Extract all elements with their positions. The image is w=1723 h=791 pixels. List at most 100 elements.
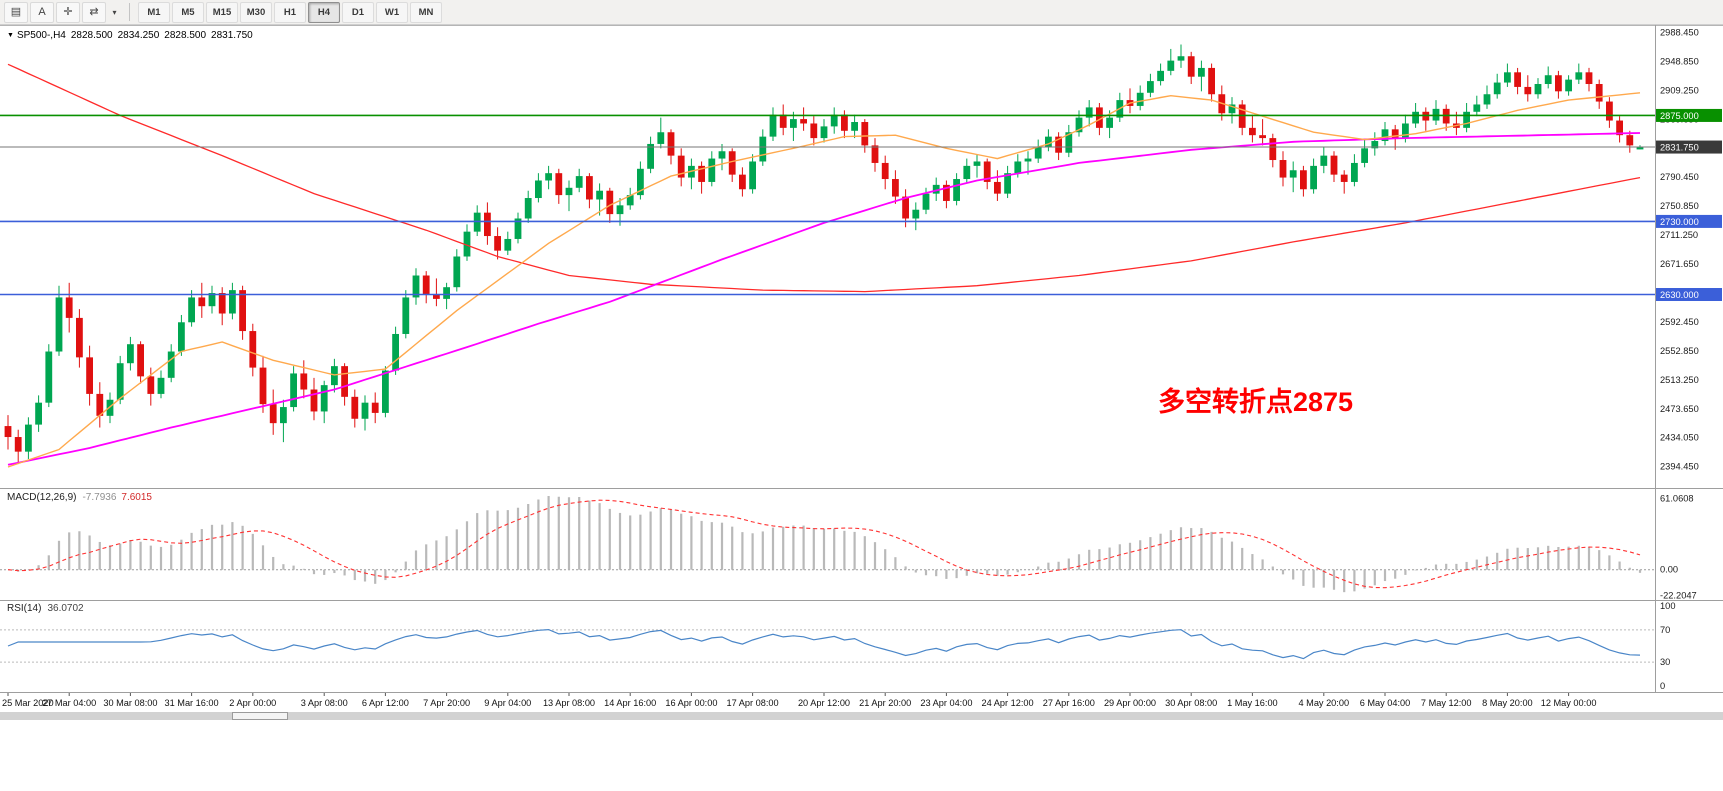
cycle-symbols-icon[interactable]: ⇄ xyxy=(82,1,106,23)
candle-body xyxy=(1269,138,1277,161)
candle-body xyxy=(45,351,53,403)
candle-body xyxy=(606,190,614,215)
candle-body xyxy=(55,297,63,352)
candle-body xyxy=(1228,104,1236,114)
price-tick-label: 2513.250 xyxy=(1660,375,1699,385)
price-tick-label: 2671.650 xyxy=(1660,259,1699,269)
level-price-text: 2630.000 xyxy=(1660,290,1699,300)
candle-body xyxy=(871,145,879,163)
candle-body xyxy=(1198,67,1205,77)
time-label: 12 May 00:00 xyxy=(1541,698,1597,708)
horizontal-scrollbar[interactable] xyxy=(0,712,1723,720)
timeframe-m15[interactable]: M15 xyxy=(206,1,238,23)
candle-body xyxy=(759,136,767,162)
candle-body xyxy=(983,161,991,182)
candle-body xyxy=(269,404,277,424)
time-label: 16 Apr 00:00 xyxy=(665,698,717,708)
candle-body xyxy=(484,212,491,237)
candle-body xyxy=(453,256,461,288)
current-price-text: 2831.750 xyxy=(1660,143,1699,153)
candle-body xyxy=(1524,86,1532,95)
candle-body xyxy=(14,437,22,452)
candle-body xyxy=(208,293,216,307)
candle-body xyxy=(769,114,777,137)
candle-body xyxy=(800,119,807,124)
candle-body xyxy=(1300,170,1307,190)
time-label: 8 May 20:00 xyxy=(1482,698,1533,708)
time-label: 24 Apr 12:00 xyxy=(982,698,1034,708)
candle-body xyxy=(1381,129,1389,142)
candle-body xyxy=(1249,127,1256,136)
candle-body xyxy=(912,209,920,219)
timeframe-mn[interactable]: MN xyxy=(410,1,442,23)
candle-body xyxy=(494,236,501,251)
candle-body xyxy=(1320,155,1328,166)
candle-body xyxy=(1483,94,1491,105)
candle-body xyxy=(25,424,32,452)
candle-body xyxy=(1412,111,1419,124)
ma-fast-line xyxy=(7,92,1641,468)
price-tick-label: 2790.450 xyxy=(1660,172,1699,182)
toolbar: ▤ A ✛ ⇄ ▾ M1 M5 M15 M30 H1 H4 D1 W1 MN xyxy=(0,0,1723,25)
time-label: 21 Apr 20:00 xyxy=(859,698,911,708)
price-tick-label: 2711.250 xyxy=(1660,230,1698,240)
timeframe-w1[interactable]: W1 xyxy=(376,1,408,23)
timeframe-m1[interactable]: M1 xyxy=(138,1,170,23)
candle-body xyxy=(1024,158,1032,162)
candle-body xyxy=(106,399,114,416)
candle-body xyxy=(147,376,155,394)
candle-body xyxy=(1034,146,1042,159)
candle-body xyxy=(127,344,134,364)
time-label: 13 Apr 08:00 xyxy=(543,698,595,708)
time-label: 7 May 12:00 xyxy=(1421,698,1472,708)
candle-body xyxy=(280,407,287,424)
price-tick-label: 2750.850 xyxy=(1660,201,1699,211)
text-tool-icon[interactable]: A xyxy=(30,1,54,23)
candle-body xyxy=(963,165,971,180)
candle-body xyxy=(1351,162,1358,182)
time-label: 6 Apr 12:00 xyxy=(362,698,409,708)
candle-body xyxy=(1534,84,1542,95)
chart-canvas[interactable]: 2988.4502948.8502909.2502869.6502830.050… xyxy=(0,25,1723,791)
timeframe-m5[interactable]: M5 xyxy=(172,1,204,23)
candle-body xyxy=(555,173,563,196)
candle-body xyxy=(892,179,899,197)
candle-body xyxy=(1065,132,1073,153)
candle-body xyxy=(1575,72,1583,80)
candle-body xyxy=(371,402,379,413)
timeframe-m30[interactable]: M30 xyxy=(240,1,272,23)
candle-body xyxy=(524,198,532,219)
timeframe-h1[interactable]: H1 xyxy=(274,1,306,23)
candle-body xyxy=(1096,107,1103,128)
level-price-label xyxy=(1656,108,1722,122)
candle-body xyxy=(790,119,797,128)
time-label: 9 Apr 04:00 xyxy=(484,698,531,708)
candle-body xyxy=(1157,70,1164,82)
scrollbar-thumb[interactable] xyxy=(232,712,288,720)
dropdown-caret-icon[interactable]: ▾ xyxy=(112,7,117,17)
timeframe-h4[interactable]: H4 xyxy=(308,1,340,23)
tile-windows-icon[interactable]: ▤ xyxy=(4,1,28,23)
candle-body xyxy=(994,181,1001,194)
macd-histogram xyxy=(17,495,1642,593)
time-label: 7 Apr 20:00 xyxy=(423,698,470,708)
timeframe-d1[interactable]: D1 xyxy=(342,1,374,23)
time-label: 20 Apr 12:00 xyxy=(798,698,850,708)
candle-body xyxy=(198,297,206,307)
candle-body xyxy=(902,196,909,219)
candle-body xyxy=(1085,107,1093,118)
candle-body xyxy=(749,161,756,190)
candle-body xyxy=(178,322,185,352)
candle-body xyxy=(1391,129,1399,139)
crosshair-tool-icon[interactable]: ✛ xyxy=(56,1,80,23)
candle-body xyxy=(249,331,257,368)
level-price-text: 2875.000 xyxy=(1660,111,1699,121)
time-label: 30 Apr 08:00 xyxy=(1165,698,1217,708)
candle-body xyxy=(1544,75,1552,85)
time-label: 17 Apr 08:00 xyxy=(727,698,779,708)
candle-body xyxy=(290,373,297,408)
candle-body xyxy=(1330,155,1338,175)
price-axis[interactable]: 2988.4502948.8502909.2502869.6502830.050… xyxy=(1660,28,1699,472)
time-label: 6 May 04:00 xyxy=(1360,698,1411,708)
